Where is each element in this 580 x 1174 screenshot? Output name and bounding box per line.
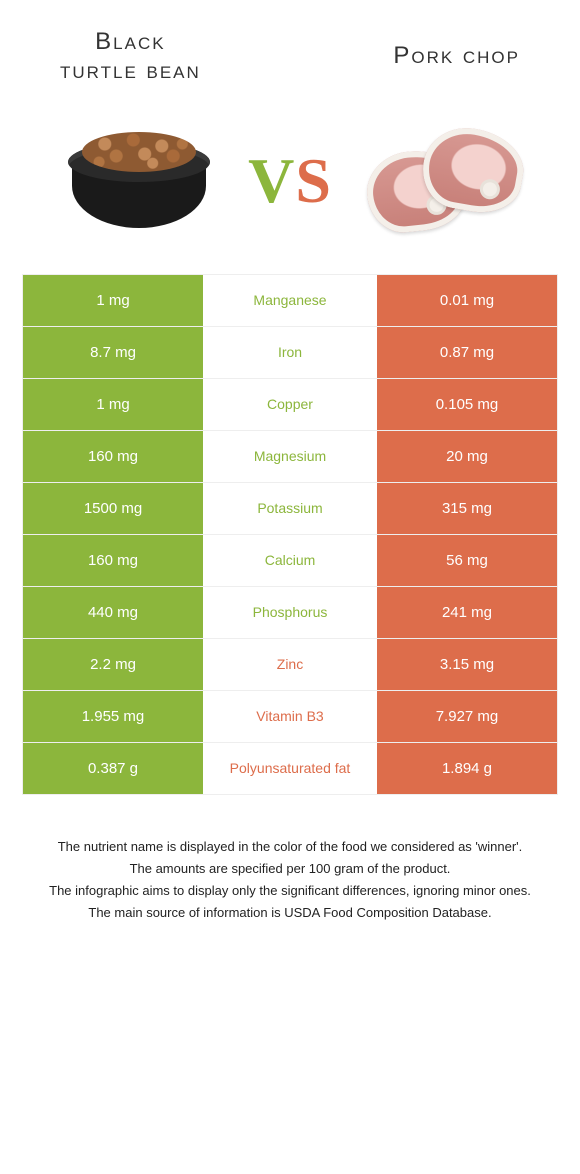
footnote-line: The infographic aims to display only the… [36, 881, 544, 901]
footnotes: The nutrient name is displayed in the co… [0, 795, 580, 924]
table-row: 160 mgMagnesium20 mg [23, 430, 557, 482]
vs-badge: VS [248, 149, 332, 213]
nutrient-name: Copper [203, 379, 377, 430]
table-row: 1.955 mgVitamin B37.927 mg [23, 690, 557, 742]
nutrient-name: Calcium [203, 535, 377, 586]
nutrient-name: Manganese [203, 275, 377, 326]
right-food-image [356, 116, 526, 246]
left-value: 1 mg [23, 275, 203, 326]
header: Black turtle bean Pork chop [0, 0, 580, 104]
nutrient-name: Potassium [203, 483, 377, 534]
nutrient-name: Magnesium [203, 431, 377, 482]
left-title-line1: Black [95, 28, 165, 55]
right-food-title: Pork chop [393, 42, 520, 71]
left-value: 8.7 mg [23, 327, 203, 378]
vs-s: S [295, 145, 332, 216]
left-value: 1500 mg [23, 483, 203, 534]
right-value: 56 mg [377, 535, 557, 586]
nutrient-name: Vitamin B3 [203, 691, 377, 742]
table-row: 1 mgCopper0.105 mg [23, 378, 557, 430]
left-value: 0.387 g [23, 743, 203, 794]
table-row: 2.2 mgZinc3.15 mg [23, 638, 557, 690]
vs-v: V [248, 145, 295, 216]
right-value: 315 mg [377, 483, 557, 534]
table-row: 160 mgCalcium56 mg [23, 534, 557, 586]
left-value: 1.955 mg [23, 691, 203, 742]
table-row: 1 mgManganese0.01 mg [23, 274, 557, 326]
right-value: 0.105 mg [377, 379, 557, 430]
left-food-title: Black turtle bean [60, 28, 201, 86]
table-row: 0.387 gPolyunsaturated fat1.894 g [23, 742, 557, 794]
left-value: 440 mg [23, 587, 203, 638]
table-row: 1500 mgPotassium315 mg [23, 482, 557, 534]
pork-chop-icon [361, 121, 521, 241]
left-value: 1 mg [23, 379, 203, 430]
left-title-line2: turtle bean [60, 57, 201, 84]
left-value: 160 mg [23, 431, 203, 482]
table-row: 8.7 mgIron0.87 mg [23, 326, 557, 378]
right-value: 3.15 mg [377, 639, 557, 690]
right-value: 1.894 g [377, 743, 557, 794]
nutrient-name: Phosphorus [203, 587, 377, 638]
left-food-image [54, 116, 224, 246]
footnote-line: The amounts are specified per 100 gram o… [36, 859, 544, 879]
right-value: 241 mg [377, 587, 557, 638]
right-value: 7.927 mg [377, 691, 557, 742]
right-value: 0.87 mg [377, 327, 557, 378]
nutrient-table: 1 mgManganese0.01 mg8.7 mgIron0.87 mg1 m… [22, 274, 558, 795]
right-title-line1: Pork chop [393, 42, 520, 69]
left-value: 2.2 mg [23, 639, 203, 690]
vs-row: VS [0, 104, 580, 274]
right-value: 20 mg [377, 431, 557, 482]
nutrient-name: Iron [203, 327, 377, 378]
nutrient-name: Polyunsaturated fat [203, 743, 377, 794]
nutrient-name: Zinc [203, 639, 377, 690]
table-row: 440 mgPhosphorus241 mg [23, 586, 557, 638]
right-value: 0.01 mg [377, 275, 557, 326]
footnote-line: The nutrient name is displayed in the co… [36, 837, 544, 857]
left-value: 160 mg [23, 535, 203, 586]
footnote-line: The main source of information is USDA F… [36, 903, 544, 923]
bowl-of-beans-icon [64, 126, 214, 236]
